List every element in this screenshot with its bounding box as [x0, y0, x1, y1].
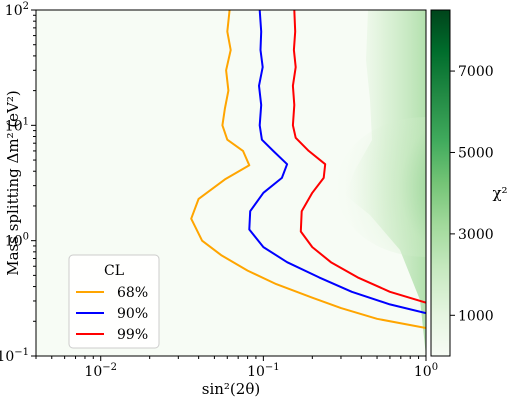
x-axis-label: sin²(2θ): [202, 380, 260, 398]
contour-99-line: [291, 10, 426, 304]
colorbar: 1000 3000 5000 7000 χ²: [430, 9, 508, 357]
legend-title: CL: [104, 263, 124, 279]
y-tick-label: 101: [5, 116, 29, 134]
x-tick-label: 10−1: [247, 362, 280, 380]
colorbar-tick-label: 7000: [458, 64, 494, 80]
x-tick-label: 10−2: [84, 362, 117, 380]
x-tick-label: 100: [414, 362, 438, 380]
plot-frame: [35, 9, 427, 357]
legend-label: 90%: [117, 306, 148, 322]
legend-box: [68, 254, 160, 349]
colorbar-tick-label: 3000: [458, 227, 494, 243]
y-tick-label: 100: [5, 232, 29, 250]
contour-68-line: [190, 10, 426, 329]
colorbar-tick-label: 5000: [458, 145, 494, 161]
y-tick-label: 102: [5, 1, 29, 19]
y-axis-label: Mass splitting Δm² (eV²): [4, 90, 22, 276]
legend-label: 68%: [117, 285, 148, 301]
colorbar-label: χ²: [492, 184, 507, 202]
legend: CL 68% 90% 99%: [68, 254, 160, 349]
heatmap-hotspot: [336, 117, 426, 257]
colorbar-tick-label: 1000: [458, 308, 494, 324]
legend-label: 99%: [117, 327, 148, 343]
contour-90-line: [248, 10, 426, 315]
colorbar-gradient: [430, 9, 451, 357]
y-tick-label: 10−1: [0, 347, 29, 365]
